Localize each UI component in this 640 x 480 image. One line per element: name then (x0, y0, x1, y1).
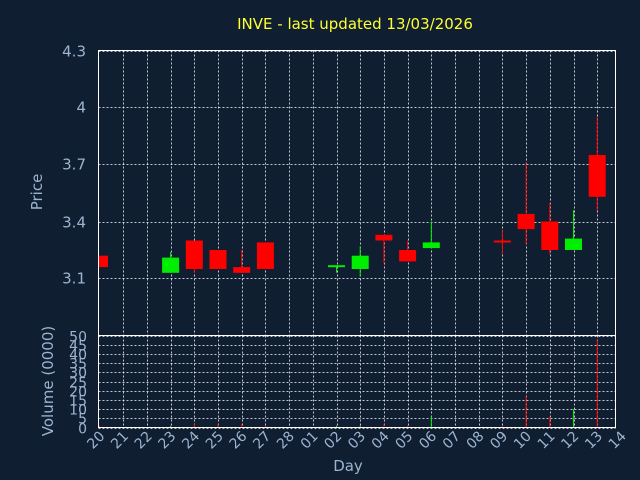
price-tick-label: 4 (76, 99, 86, 117)
volume-tick-label: 50 (69, 330, 87, 346)
candle-body (541, 221, 559, 250)
x-tick-label: 03 (345, 429, 369, 453)
candle-body (375, 234, 393, 241)
x-axis-label: Day (333, 457, 363, 475)
candle-body (162, 257, 180, 273)
x-tick-label: 28 (274, 429, 298, 453)
volume-tick-label: 35 (69, 357, 87, 373)
volume-tick-label: 5 (78, 412, 87, 428)
chart-title: INVE - last updated 13/03/2026 (237, 15, 473, 33)
x-tick-label: 02 (321, 429, 345, 453)
x-tick-label: 04 (369, 428, 393, 452)
volume-panel-frame (98, 335, 616, 428)
x-tick-label: 05 (393, 429, 417, 453)
candle-body (493, 240, 511, 243)
candle-body (233, 267, 251, 273)
candle-body (517, 213, 535, 230)
price-tick-label: 3.1 (62, 270, 86, 288)
volume-tick-label: 30 (69, 366, 87, 382)
candle-body (185, 240, 203, 269)
candle-body (422, 242, 440, 249)
candle-body (99, 255, 108, 268)
volume-tick-label: 40 (69, 348, 87, 364)
volume-tick-label: 15 (69, 394, 87, 410)
price-panel-frame (98, 50, 616, 336)
volume-tick-label: 20 (69, 385, 87, 401)
candle-body (209, 250, 227, 269)
x-tick-label: 14 (606, 428, 630, 452)
x-tick-label: 24 (179, 428, 203, 452)
candle-body (565, 238, 582, 250)
x-tick-label: 01 (298, 429, 322, 453)
price-tick-label: 3.7 (62, 156, 86, 174)
volume-tick-label: 25 (69, 376, 87, 392)
candles (99, 117, 606, 277)
price-axis-label: Price (28, 174, 46, 211)
price-tick-label: 3.4 (62, 214, 86, 232)
candle-body (351, 255, 369, 269)
x-tick-label: 27 (250, 429, 274, 453)
x-tick-label: 12 (558, 429, 582, 453)
x-tick-label: 11 (535, 429, 559, 453)
x-tick-label: 13 (582, 429, 606, 453)
x-tick-label: 08 (464, 429, 488, 453)
x-tick-label: 10 (511, 429, 535, 453)
x-tick-label: 22 (132, 429, 156, 453)
volume-bars (99, 339, 598, 428)
volume-grid (98, 335, 616, 429)
price-axis-ticks: 4.3 4 3.7 3.4 3.1 (62, 43, 86, 288)
price-grid (98, 50, 616, 336)
candle-body (256, 242, 274, 269)
x-tick-label: 23 (156, 429, 180, 453)
x-axis-ticks: 20 21 22 23 24 25 26 27 28 01 02 03 04 05 06 07 08 09 10 11… (84, 428, 629, 452)
candle-body (588, 155, 606, 197)
volume-tick-label: 45 (69, 339, 87, 355)
volume-tick-label: 0 (78, 422, 87, 438)
volume-tick-label: 10 (69, 403, 87, 419)
candle-body (328, 265, 345, 268)
x-tick-label: 09 (487, 429, 511, 453)
x-tick-label: 06 (416, 428, 440, 452)
candle-body (399, 250, 417, 262)
x-tick-label: 20 (84, 429, 108, 453)
x-tick-label: 26 (227, 428, 251, 452)
price-tick-label: 4.3 (62, 43, 86, 61)
x-tick-label: 21 (108, 429, 132, 453)
volume-axis-label: Volume (0000) (39, 326, 57, 436)
x-tick-label: 25 (203, 429, 227, 453)
x-tick-label: 07 (440, 429, 464, 453)
